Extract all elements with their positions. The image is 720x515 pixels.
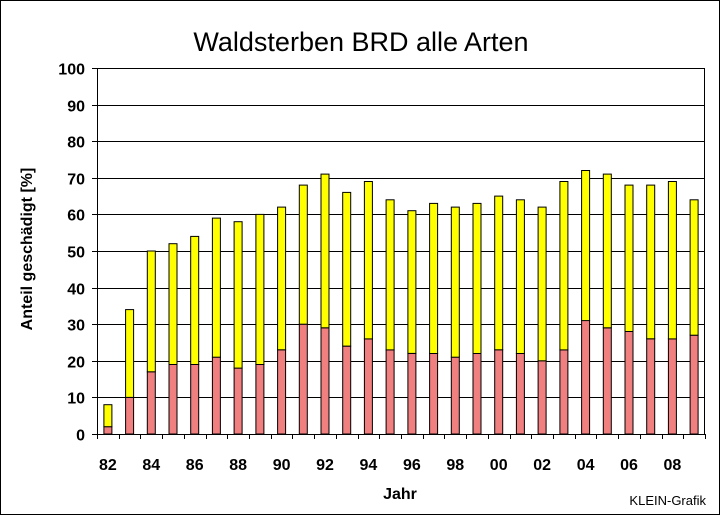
bar-segment-1	[472, 353, 482, 435]
x-tick-label: 82	[99, 457, 117, 474]
bar-segment-1	[342, 345, 352, 435]
y-tick-label: 50	[67, 245, 85, 262]
bar-segment-2	[407, 210, 417, 354]
bar-segment-1	[450, 356, 460, 435]
chart-title: Waldsterben BRD alle Arten	[193, 27, 528, 57]
bar-segment-2	[146, 250, 156, 373]
y-tick-label: 20	[67, 355, 85, 372]
bar-segment-1	[689, 334, 699, 435]
bar-segment-2	[103, 404, 113, 428]
bar-segment-2	[581, 170, 591, 322]
bar-segment-1	[146, 371, 156, 435]
bar-segment-1	[602, 327, 612, 435]
bar-segment-2	[342, 191, 352, 347]
y-tick-label: 30	[67, 318, 85, 335]
bar-segment-1	[233, 367, 243, 435]
bar-segment-2	[515, 199, 525, 354]
bar-segment-1	[429, 353, 439, 435]
bar-segment-1	[385, 349, 395, 435]
x-tick-label: 88	[229, 457, 247, 474]
credit-label: KLEIN-Grafik	[629, 493, 706, 508]
y-tick-label: 90	[67, 99, 85, 116]
y-tick-label: 10	[67, 391, 85, 408]
bar-segment-1	[494, 349, 504, 435]
bar-segment-1	[537, 360, 547, 435]
bar-segment-1	[125, 396, 135, 435]
bar-segment-1	[277, 349, 287, 435]
x-tick-label: 86	[186, 457, 204, 474]
bar-segment-1	[211, 356, 221, 435]
bar-segment-1	[624, 331, 634, 435]
bar-segment-2	[385, 199, 395, 351]
bar-segment-2	[255, 213, 265, 365]
bar-segment-2	[363, 181, 373, 340]
axes	[92, 68, 706, 439]
bar-segment-2	[559, 181, 569, 351]
y-tick-label: 40	[67, 282, 85, 299]
x-tick-label: 96	[403, 457, 421, 474]
bar-segment-1	[515, 353, 525, 435]
bar-segment-1	[559, 349, 569, 435]
bar-segment-2	[450, 206, 460, 358]
bar-segment-2	[494, 195, 504, 351]
plot-border	[97, 68, 705, 435]
x-axis-label: Jahr	[383, 486, 417, 503]
bar-segment-2	[190, 235, 200, 365]
y-tick-label: 60	[67, 208, 85, 225]
bar-segment-1	[407, 353, 417, 435]
bar-segment-1	[363, 338, 373, 435]
bar-segment-2	[667, 181, 677, 340]
bar-segment-1	[667, 338, 677, 435]
bar-segment-2	[472, 202, 482, 354]
x-tick-label: 04	[577, 457, 595, 474]
bar-segment-2	[624, 184, 634, 332]
x-tick-label: 94	[360, 457, 378, 474]
bar-segment-1	[168, 364, 178, 435]
bar-segment-1	[646, 338, 656, 435]
y-axis-label: Anteil geschädigt [%]	[19, 168, 36, 331]
x-tick-label: 06	[620, 457, 638, 474]
x-tick-labels: 82 84 86 88 90 92 94 96 98 00 02 04 06 08	[99, 457, 681, 474]
x-tick-label: 92	[316, 457, 334, 474]
bar-segment-2	[211, 217, 221, 358]
y-tick-labels: 0 10 20 30 40 50 60 70 80 90 100	[58, 62, 85, 445]
bar-segment-2	[320, 173, 330, 329]
bar-segment-2	[125, 309, 135, 398]
y-tick-label: 70	[67, 172, 85, 189]
bar-segment-2	[168, 243, 178, 365]
bar-segment-2	[537, 206, 547, 362]
bar-segment-1	[298, 323, 308, 435]
bar-segment-2	[277, 206, 287, 351]
bar-segment-2	[298, 184, 308, 325]
y-tick-label: 100	[58, 62, 85, 79]
x-tick-label: 02	[533, 457, 551, 474]
x-tick-label: 90	[273, 457, 291, 474]
bar-segment-2	[233, 221, 243, 369]
bar-segment-2	[602, 173, 612, 329]
bar-segment-1	[103, 426, 113, 435]
y-tick-label: 0	[76, 428, 85, 445]
y-tick-label: 80	[67, 135, 85, 152]
bar-segment-1	[190, 364, 200, 435]
bar-segment-2	[689, 199, 699, 336]
x-tick-label: 08	[664, 457, 682, 474]
bar-segment-1	[255, 364, 265, 435]
x-tick-label: 00	[490, 457, 508, 474]
bar-segment-2	[646, 184, 656, 340]
bars	[103, 170, 699, 435]
grid-lines	[97, 68, 705, 435]
x-tick-label: 84	[142, 457, 160, 474]
bar-segment-2	[429, 202, 439, 354]
x-tick-label: 98	[446, 457, 464, 474]
bar-segment-1	[581, 320, 591, 435]
bar-segment-1	[320, 327, 330, 435]
